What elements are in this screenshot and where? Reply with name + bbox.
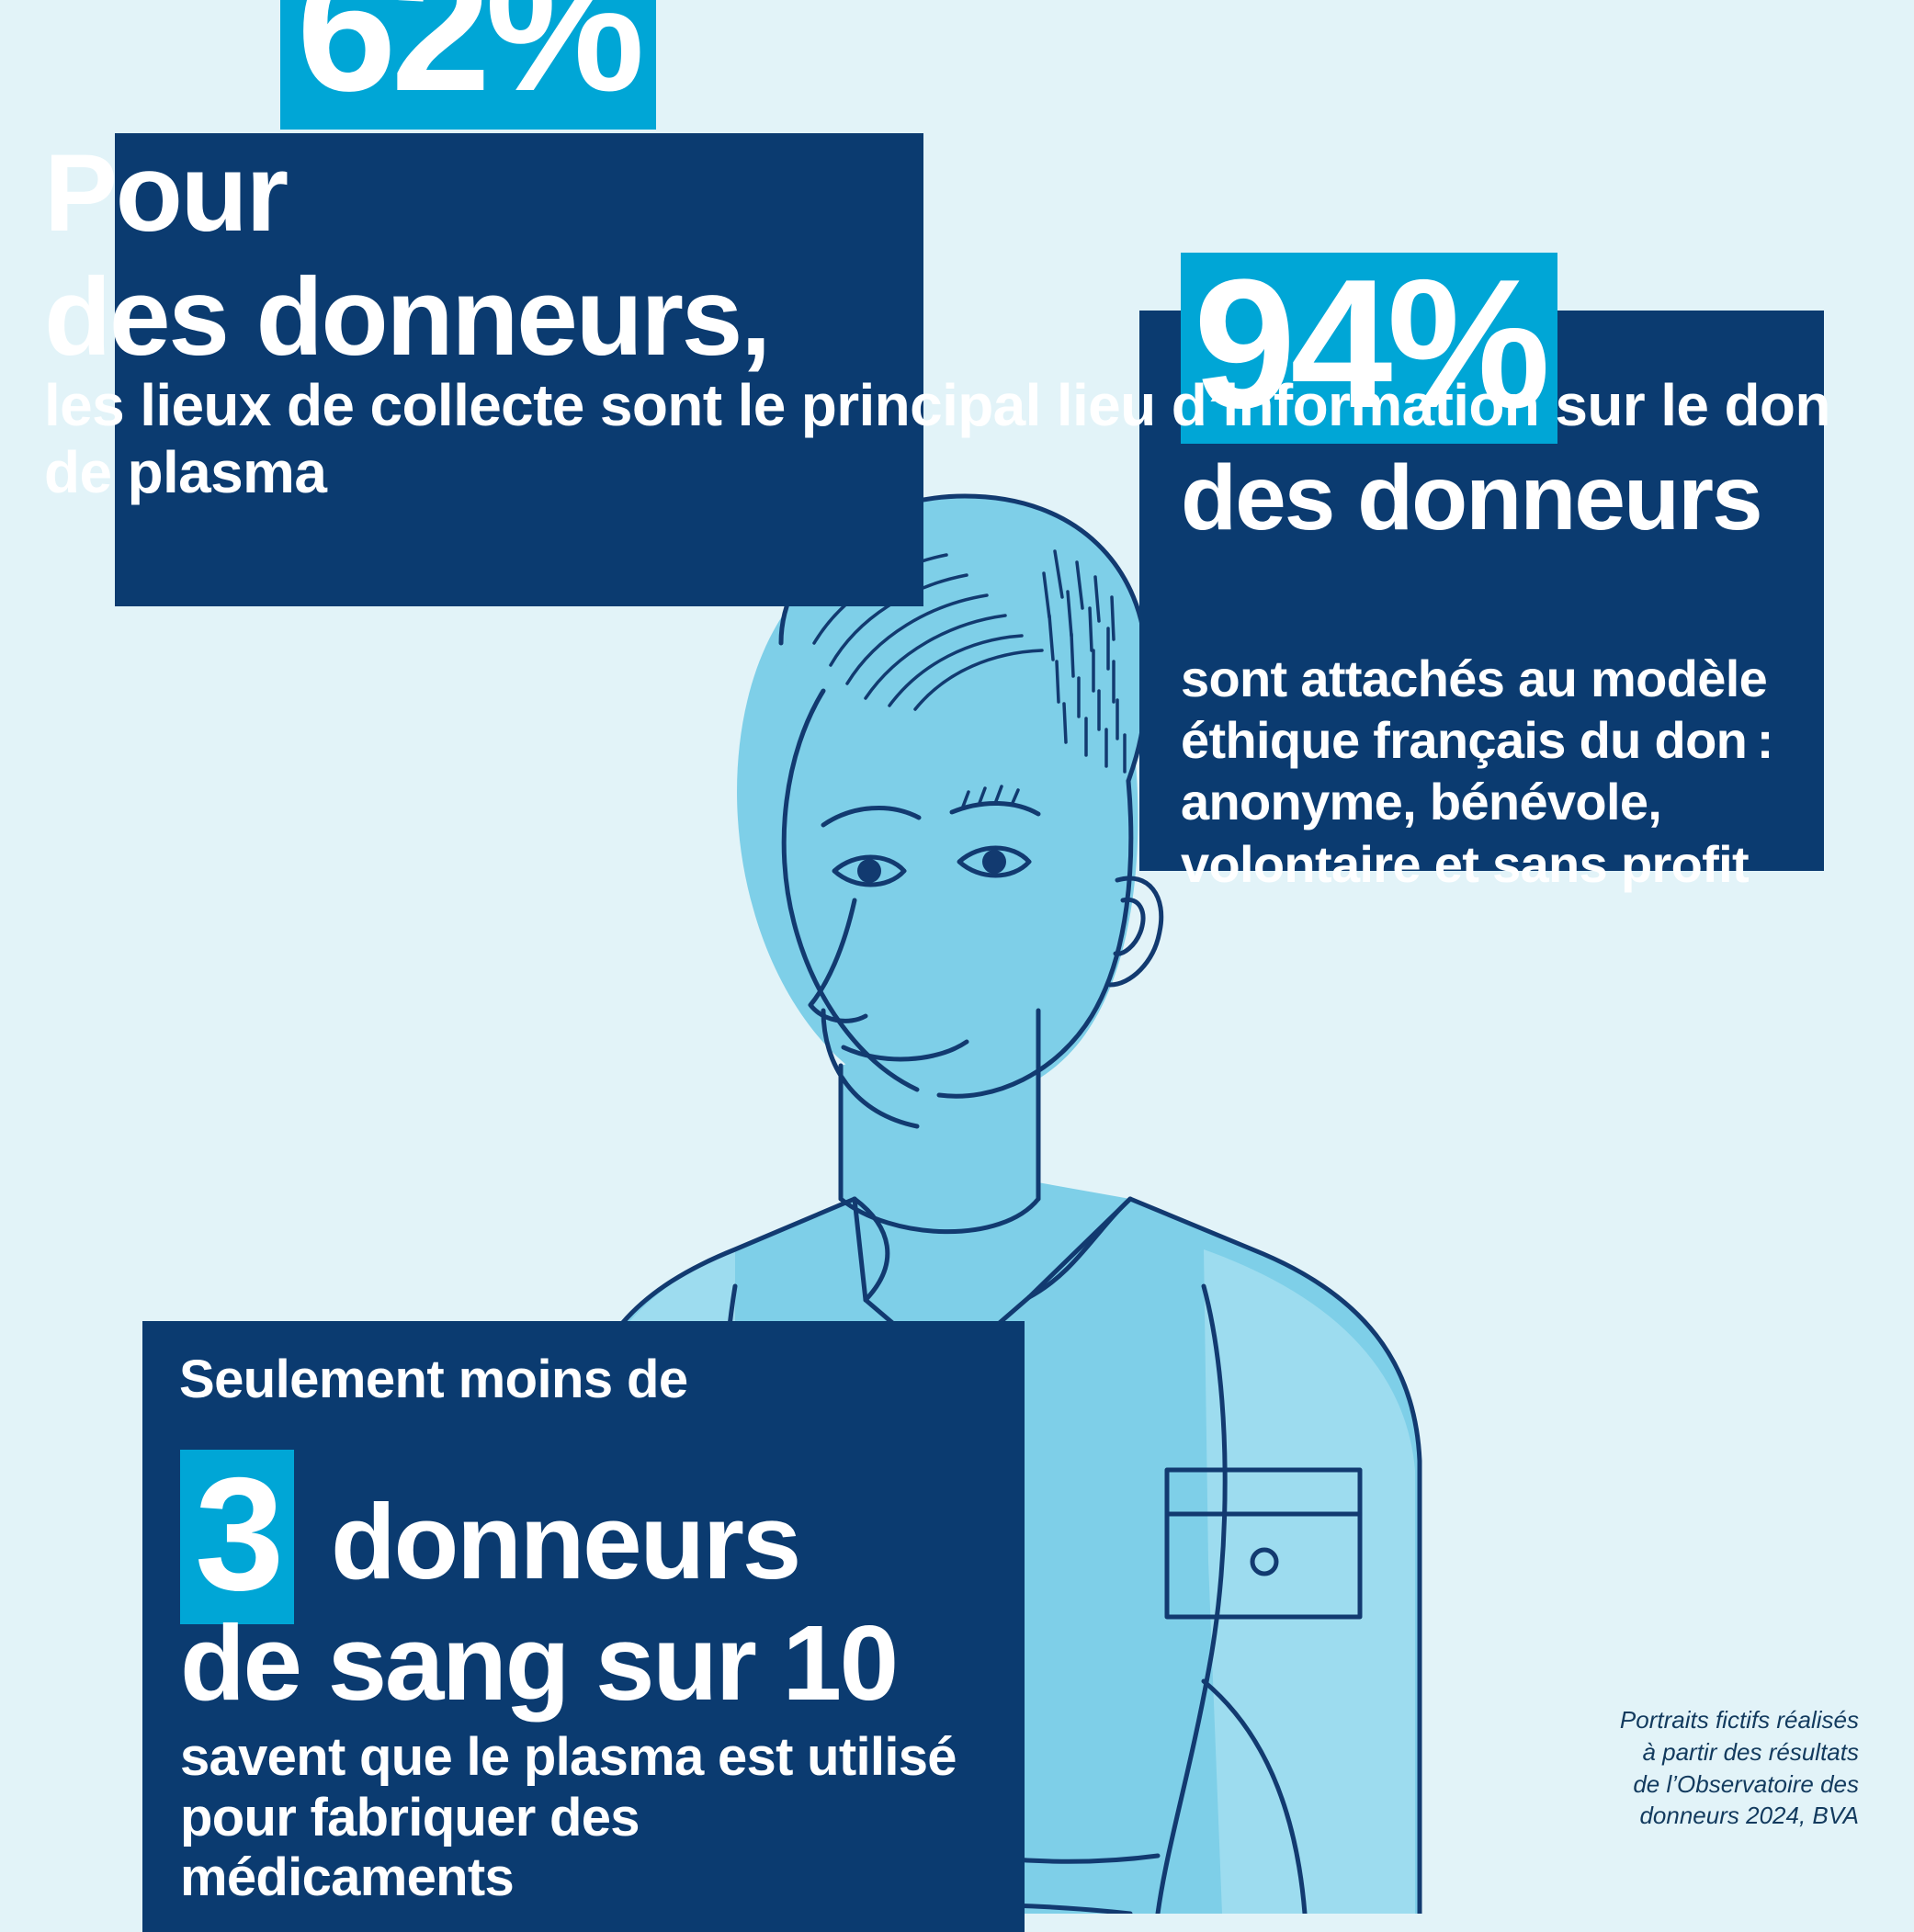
stat-3-headline-word: donneurs xyxy=(331,1482,801,1601)
stat-62-headline-line1: Pour xyxy=(44,131,289,254)
stat-3-body-text: savent que le plasma est utilisé pour fa… xyxy=(180,1727,957,1908)
footnote-line-4: donneurs 2024, BVA xyxy=(1639,1802,1859,1830)
footnote-line-3: de l’Observatoire des xyxy=(1633,1769,1859,1798)
stat-94-percent-value: 94% xyxy=(1194,242,1550,446)
stat-94-percent-badge: 94% xyxy=(1181,253,1558,444)
stat-94-body-text: sont attachés au modèle éthique français… xyxy=(1181,650,1773,893)
stat-62-body-text: les lieux de collecte sont le principal … xyxy=(44,372,1830,505)
stat-3-kicker: Seulement moins de xyxy=(179,1350,688,1409)
source-footnote: Portraits fictifs réalisés à partir des … xyxy=(1556,1704,1859,1832)
stat-62-percent-value: 62% xyxy=(297,0,645,129)
stat-panel-3 xyxy=(142,1321,1025,1932)
stat-3-headline-line2: de sang sur 10 xyxy=(180,1603,899,1723)
stat-94-headline: des donneurs xyxy=(1181,446,1763,549)
stat-62-percent-badge: 62% xyxy=(280,0,656,130)
stat-3-number-badge: 3 xyxy=(180,1450,295,1624)
footnote-line-1: Portraits fictifs réalisés xyxy=(1619,1706,1859,1734)
footnote-line-2: à partir des résultats xyxy=(1642,1737,1859,1766)
stat-62-headline-line2: des donneurs, xyxy=(44,255,771,378)
stat-panel-62 xyxy=(115,133,923,606)
stat-3-number-value: 3 xyxy=(195,1445,284,1624)
